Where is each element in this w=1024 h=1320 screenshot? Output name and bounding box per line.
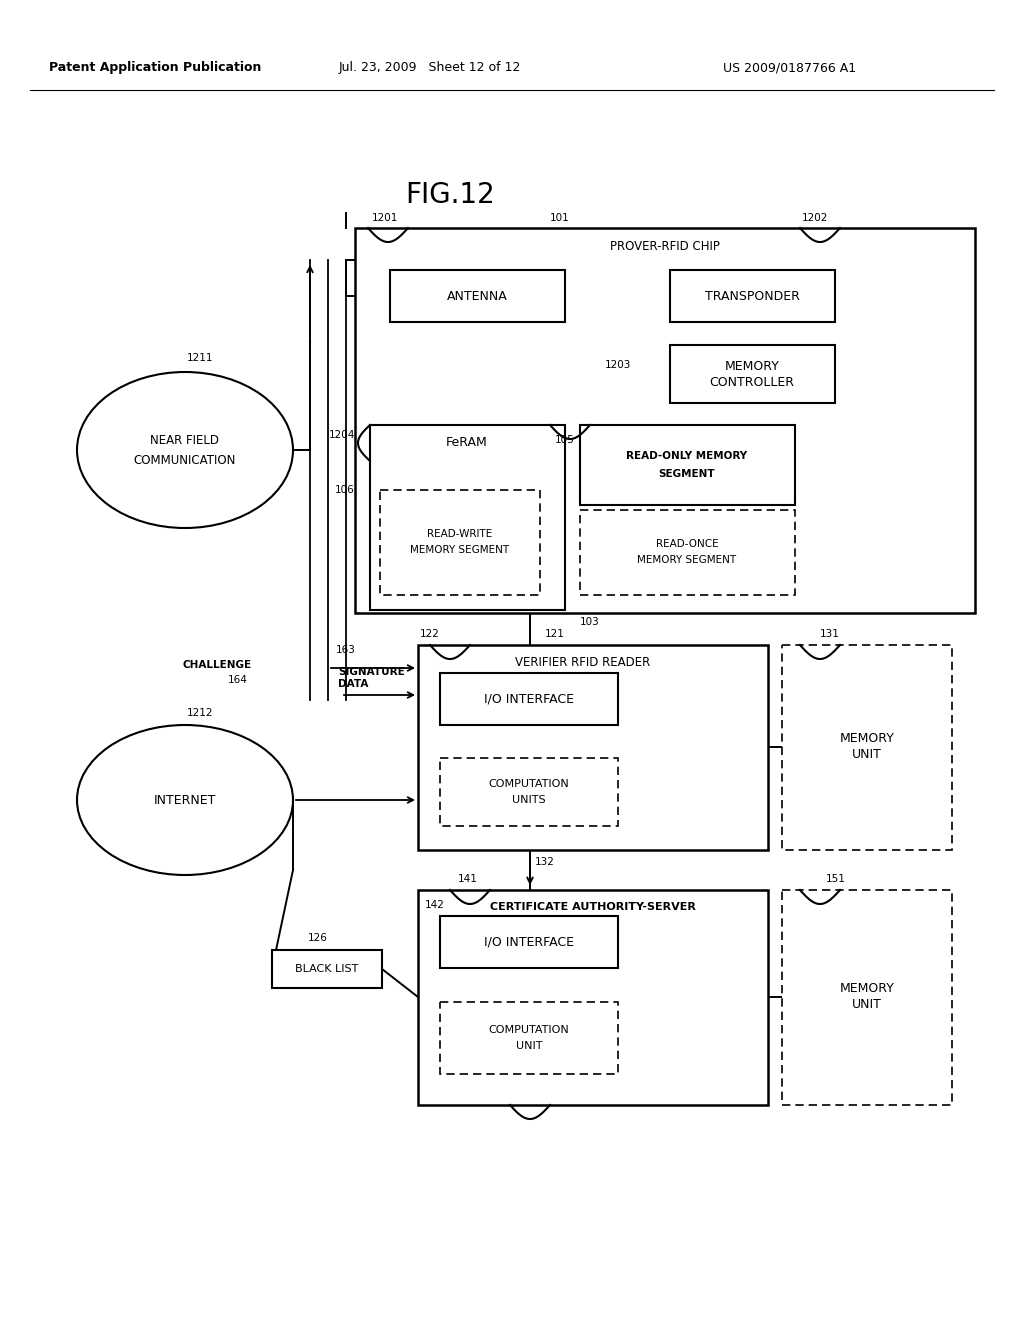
Text: BLACK LIST: BLACK LIST [295, 964, 358, 974]
Text: VERIFIER RFID READER: VERIFIER RFID READER [515, 656, 650, 669]
Text: PROVER-RFID CHIP: PROVER-RFID CHIP [610, 239, 720, 252]
Text: 163: 163 [336, 645, 356, 655]
Text: 1204: 1204 [329, 430, 355, 440]
Ellipse shape [77, 372, 293, 528]
Text: COMMUNICATION: COMMUNICATION [134, 454, 237, 466]
Text: ANTENNA: ANTENNA [446, 289, 507, 302]
Text: READ-ONCE: READ-ONCE [655, 539, 718, 549]
Bar [440, 758, 618, 826]
Text: 1202: 1202 [802, 213, 828, 223]
Bar [390, 271, 565, 322]
Bar [782, 645, 952, 850]
Text: READ-ONLY MEMORY: READ-ONLY MEMORY [627, 451, 748, 461]
Text: 151: 151 [826, 874, 846, 884]
Text: Jul. 23, 2009   Sheet 12 of 12: Jul. 23, 2009 Sheet 12 of 12 [339, 62, 521, 74]
Ellipse shape [77, 725, 293, 875]
Text: COMPUTATION: COMPUTATION [488, 1026, 569, 1035]
Text: CERTIFICATE AUTHORITY-SERVER: CERTIFICATE AUTHORITY-SERVER [490, 902, 696, 912]
Text: UNIT: UNIT [852, 998, 882, 1011]
Text: 1212: 1212 [186, 708, 213, 718]
Bar [418, 890, 768, 1105]
Text: 121: 121 [545, 630, 565, 639]
Text: 164: 164 [228, 675, 248, 685]
Text: 141: 141 [458, 874, 478, 884]
Text: 1201: 1201 [372, 213, 398, 223]
Text: INTERNET: INTERNET [154, 793, 216, 807]
Text: FeRAM: FeRAM [446, 437, 487, 450]
Bar [418, 645, 768, 850]
Bar [370, 425, 565, 610]
Bar [355, 228, 975, 612]
Bar [440, 916, 618, 968]
Text: 132: 132 [536, 857, 555, 867]
Text: I/O INTERFACE: I/O INTERFACE [484, 693, 574, 705]
Text: US 2009/0187766 A1: US 2009/0187766 A1 [723, 62, 856, 74]
Bar [380, 490, 540, 595]
Text: UNITS: UNITS [512, 795, 546, 805]
Text: 126: 126 [308, 933, 328, 942]
Text: 1203: 1203 [605, 360, 631, 370]
Bar [580, 510, 795, 595]
Text: FIG.12: FIG.12 [406, 181, 495, 209]
Text: MEMORY: MEMORY [840, 982, 894, 995]
Text: CONTROLLER: CONTROLLER [710, 375, 795, 388]
Text: MEMORY SEGMENT: MEMORY SEGMENT [411, 545, 510, 554]
Bar [782, 890, 952, 1105]
Text: SEGMENT: SEGMENT [658, 469, 716, 479]
Text: CHALLENGE: CHALLENGE [183, 660, 252, 671]
Text: 106: 106 [335, 484, 355, 495]
Text: 131: 131 [820, 630, 840, 639]
Bar [580, 425, 795, 506]
Bar [670, 271, 835, 322]
Text: READ-WRITE: READ-WRITE [427, 529, 493, 539]
Text: 142: 142 [425, 900, 445, 909]
Text: COMPUTATION: COMPUTATION [488, 779, 569, 789]
Text: TRANSPONDER: TRANSPONDER [705, 289, 800, 302]
Text: MEMORY: MEMORY [840, 733, 894, 746]
Text: 1211: 1211 [186, 352, 213, 363]
Text: DATA: DATA [338, 678, 369, 689]
Bar [440, 673, 618, 725]
Text: 101: 101 [550, 213, 570, 223]
Text: 105: 105 [555, 436, 574, 445]
Text: UNIT: UNIT [516, 1041, 543, 1051]
Text: Patent Application Publication: Patent Application Publication [49, 62, 261, 74]
Text: SIGNATURE: SIGNATURE [338, 667, 404, 677]
Text: UNIT: UNIT [852, 748, 882, 762]
Bar [272, 950, 382, 987]
Text: I/O INTERFACE: I/O INTERFACE [484, 936, 574, 949]
Text: 103: 103 [581, 616, 600, 627]
Text: MEMORY SEGMENT: MEMORY SEGMENT [637, 554, 736, 565]
Bar [670, 345, 835, 403]
Text: MEMORY: MEMORY [725, 359, 779, 372]
Text: 122: 122 [420, 630, 440, 639]
Text: NEAR FIELD: NEAR FIELD [151, 433, 219, 446]
Bar [440, 1002, 618, 1074]
